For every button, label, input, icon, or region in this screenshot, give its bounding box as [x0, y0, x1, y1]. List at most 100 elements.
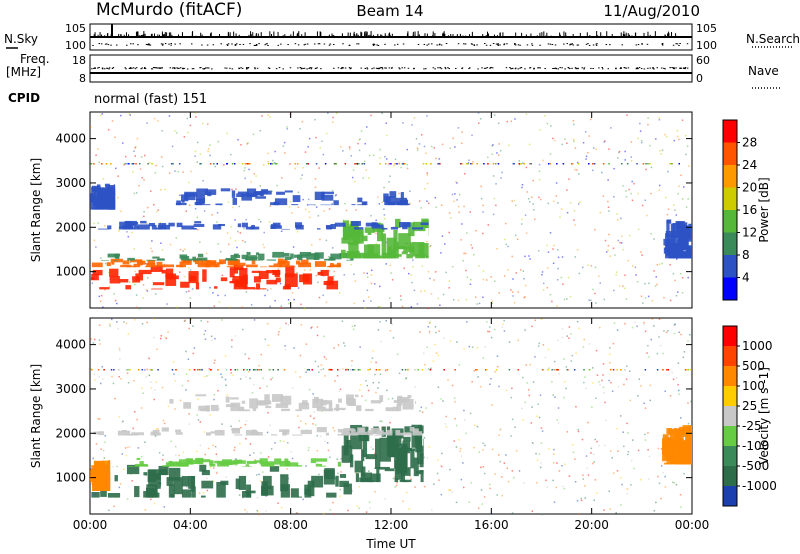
velocity-scatter-point: [391, 323, 393, 326]
power-scatter-point: [622, 285, 624, 287]
velocity-scatter-point: [157, 368, 159, 371]
velocity-scatter-point: [643, 321, 645, 324]
velocity-scatter-point: [414, 368, 416, 371]
power-data-cell: [320, 269, 329, 276]
nave-point: [564, 68, 566, 70]
velocity-scatter-point: [506, 467, 509, 470]
nave-point: [94, 67, 96, 69]
power-scatter-point: [93, 222, 96, 225]
power-scatter-point: [308, 216, 311, 219]
nsearch-point: [517, 44, 520, 46]
power-scatter-point: [430, 145, 433, 148]
velocity-scatter-point: [575, 352, 577, 355]
power-data-cell: [314, 191, 325, 201]
nsearch-point: [566, 43, 569, 45]
power-data-cell: [361, 202, 367, 206]
power-data-cell: [136, 260, 143, 266]
velocity-data-cell: [677, 450, 682, 454]
power-scatter-point: [300, 177, 302, 180]
velocity-scatter-point: [377, 387, 379, 389]
nave-point: [192, 68, 195, 70]
power-scatter-point: [238, 205, 240, 208]
power-scatter-point: [280, 305, 283, 307]
power-scatter-point: [280, 307, 283, 309]
velocity-data-cell: [228, 460, 239, 465]
power-scatter-point: [560, 276, 563, 279]
velocity-data-cell: [104, 477, 108, 491]
velocity-scatter-point: [689, 333, 691, 336]
velocity-scatter-point: [351, 325, 354, 328]
nave-point: [505, 67, 508, 69]
velocity-scatter-point: [532, 443, 535, 445]
power-scatter-point: [529, 200, 531, 203]
power-scatter-point: [496, 152, 498, 154]
nave-point: [489, 67, 492, 69]
velocity-scatter-point: [426, 346, 428, 348]
power-data-cell: [231, 257, 237, 261]
velocity-data-cell: [125, 434, 134, 436]
power-scatter-point: [594, 266, 597, 269]
nave-point: [199, 67, 201, 69]
power-data-cell: [266, 270, 275, 274]
power-scatter-point: [625, 195, 628, 198]
power-scatter-point: [328, 270, 331, 272]
power-scatter-point: [469, 283, 472, 286]
velocity-scatter-point: [541, 513, 544, 516]
velocity-scatter-point: [341, 320, 344, 322]
velocity-data-cell: [365, 454, 378, 460]
freq-label: Freq.: [20, 52, 50, 66]
power-data-cell: [685, 255, 690, 259]
power-data-cell: [401, 251, 408, 255]
velocity-scatter-point: [437, 459, 439, 462]
power-data-cell: [333, 200, 339, 206]
power-data-cell: [180, 281, 190, 288]
power-scatter-point: [493, 114, 496, 116]
velocity-scatter-point: [236, 368, 239, 371]
nave-point: [341, 67, 343, 69]
power-scatter-point: [127, 235, 130, 238]
nsearch-point: [539, 44, 541, 46]
velocity-scatter-point: [104, 434, 107, 437]
velocity-scatter-point: [374, 467, 376, 470]
power-scatter-point: [476, 303, 478, 305]
velocity-data-cell: [407, 394, 412, 399]
velocity-data-cell: [403, 436, 411, 442]
cpid-label: CPID: [8, 91, 41, 105]
power-scatter-point: [456, 199, 458, 201]
velocity-data-cell: [131, 432, 144, 436]
velocity-scatter-point: [660, 465, 663, 467]
velocity-scatter-point: [230, 368, 232, 371]
velocity-scatter-point: [665, 331, 668, 334]
velocity-data-cell: [178, 464, 189, 467]
velocity-scatter-point: [454, 368, 456, 371]
velocity-scatter-point: [591, 382, 594, 384]
velocity-scatter-point: [501, 494, 503, 497]
power-scatter-point: [269, 305, 271, 308]
velocity-scatter-point: [479, 385, 482, 388]
power-scatter-point: [423, 145, 426, 148]
velocity-scatter-point: [326, 442, 329, 444]
nsearch-point: [423, 44, 426, 46]
nave-point: [483, 67, 486, 69]
velocity-scatter-point: [200, 320, 202, 322]
power-scatter-point: [160, 156, 163, 158]
power-scatter-point: [647, 117, 649, 119]
nsearch-point: [549, 43, 552, 45]
nave-point: [143, 67, 146, 69]
nsearch-point: [164, 43, 167, 45]
velocity-scatter-point: [582, 474, 584, 477]
power-scatter-point: [453, 200, 455, 203]
power-scatter-point: [500, 177, 502, 179]
velocity-data-cell: [284, 458, 289, 464]
velocity-scatter-point: [552, 453, 555, 455]
velocity-data-cell: [231, 427, 241, 434]
velocity-scatter-point: [239, 442, 241, 445]
velocity-scatter-point: [612, 368, 615, 371]
power-data-cell: [145, 266, 154, 268]
velocity-scatter-point: [266, 322, 269, 325]
velocity-data-cell: [181, 476, 190, 487]
nsearch-point: [201, 44, 203, 46]
power-scatter-point: [560, 208, 563, 210]
power-scatter-point: [610, 127, 612, 129]
velocity-scatter-point: [683, 351, 686, 353]
